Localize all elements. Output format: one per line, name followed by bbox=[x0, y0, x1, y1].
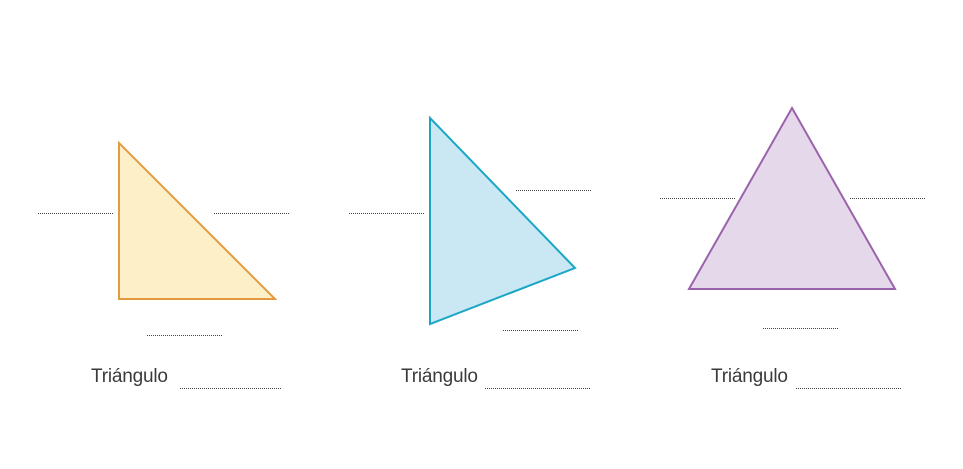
caption-triangle-3: Triángulo bbox=[711, 366, 788, 387]
caption-triangle-1: Triángulo bbox=[91, 366, 168, 387]
triangle-2-group bbox=[349, 115, 592, 331]
triangle-3-group bbox=[660, 105, 926, 329]
triangle-1-group bbox=[38, 140, 290, 336]
equilateral-triangle bbox=[687, 105, 897, 290]
right-triangle bbox=[118, 140, 278, 300]
scalene-triangle bbox=[429, 115, 577, 326]
caption-triangle-2: Triángulo bbox=[401, 366, 478, 387]
